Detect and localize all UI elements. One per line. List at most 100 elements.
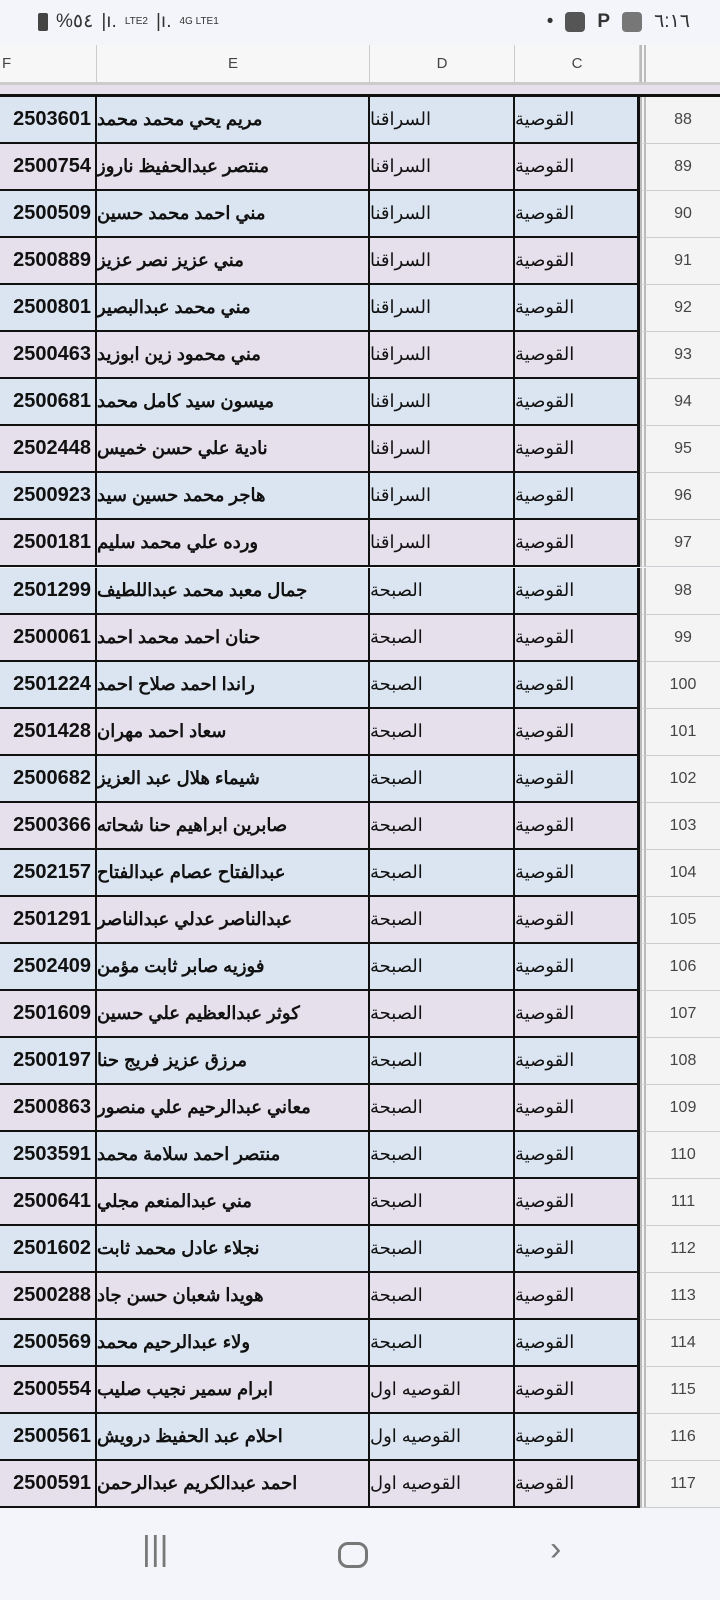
cell-name[interactable]: منتصر احمد سلامة محمد	[97, 1132, 370, 1180]
cell-village[interactable]: السراقنا	[370, 426, 515, 474]
cell-name[interactable]: كوثر عبدالعظيم علي حسين	[97, 990, 370, 1038]
row-number[interactable]: 95	[640, 426, 720, 474]
row-number[interactable]: 99	[640, 614, 720, 662]
cell-village[interactable]: الصبحة	[370, 1038, 515, 1085]
row-number[interactable]: 92	[640, 285, 720, 333]
cell-name[interactable]: هاجر محمد حسين سيد	[97, 473, 370, 521]
cell-center[interactable]: القوصية	[515, 567, 640, 615]
cell-center[interactable]: القوصية	[515, 614, 640, 662]
cell-name[interactable]: منتصر عبدالحفيظ ناروز	[97, 144, 370, 192]
cell-id[interactable]: 2500463	[0, 332, 97, 380]
cell-village[interactable]: الصبحة	[370, 614, 515, 662]
cell-center[interactable]: القوصية	[515, 520, 640, 568]
cell-village[interactable]: السراقنا	[370, 379, 515, 427]
cell-center[interactable]: القوصية	[515, 896, 640, 944]
cell-id[interactable]: 2500561	[0, 1414, 97, 1462]
cell-village[interactable]: السراقنا	[370, 97, 515, 144]
cell-name[interactable]: احمد عبدالكريم عبدالرحمن	[97, 1461, 370, 1509]
cell-center[interactable]: القوصية	[515, 849, 640, 897]
row-number[interactable]: 113	[640, 1273, 720, 1321]
cell-center[interactable]: القوصية	[515, 1273, 640, 1321]
cell-center[interactable]: القوصية	[515, 943, 640, 991]
column-header-d[interactable]: D	[370, 45, 515, 82]
cell-village[interactable]: الصبحة	[370, 1320, 515, 1368]
cell-village[interactable]: الصبحة	[370, 990, 515, 1038]
cell-village[interactable]: الصبحة	[370, 1085, 515, 1133]
cell-name[interactable]: عبدالفتاح عصام عبدالفتاح	[97, 849, 370, 897]
cell-center[interactable]: القوصية	[515, 708, 640, 756]
row-number[interactable]: 93	[640, 332, 720, 380]
cell-name[interactable]: فوزيه صابر ثابت مؤمن	[97, 943, 370, 991]
cell-center[interactable]: القوصية	[515, 426, 640, 474]
cell-center[interactable]: القوصية	[515, 802, 640, 850]
cell-id[interactable]: 2501609	[0, 990, 97, 1038]
cell-center[interactable]: القوصية	[515, 661, 640, 709]
cell-id[interactable]: 2500923	[0, 473, 97, 521]
recent-apps-button[interactable]: |||	[142, 1530, 169, 1568]
cell-id[interactable]: 2500288	[0, 1273, 97, 1321]
cell-id[interactable]: 2500889	[0, 238, 97, 286]
row-number[interactable]: 96	[640, 473, 720, 521]
cell-center[interactable]: القوصية	[515, 1320, 640, 1368]
row-number[interactable]: 109	[640, 1085, 720, 1133]
cell-center[interactable]: القوصية	[515, 1461, 640, 1509]
cell-center[interactable]: القوصية	[515, 1367, 640, 1415]
cell-village[interactable]: الصبحة	[370, 708, 515, 756]
cell-name[interactable]: مني عبدالمنعم مجلي	[97, 1179, 370, 1227]
cell-village[interactable]: الصبحة	[370, 1179, 515, 1227]
row-number[interactable]: 97	[640, 520, 720, 568]
row-number[interactable]: 115	[640, 1367, 720, 1415]
cell-id[interactable]: 2500554	[0, 1367, 97, 1415]
cell-center[interactable]: القوصية	[515, 1179, 640, 1227]
cell-village[interactable]: الصبحة	[370, 1132, 515, 1180]
cell-village[interactable]: السراقنا	[370, 144, 515, 192]
cell-name[interactable]: صابرين ابراهيم حنا شحاته	[97, 802, 370, 850]
row-number[interactable]: 103	[640, 802, 720, 850]
row-number[interactable]: 98	[640, 567, 720, 615]
cell-name[interactable]: ميسون سيد كامل محمد	[97, 379, 370, 427]
cell-name[interactable]: ولاء عبدالرحيم محمد	[97, 1320, 370, 1368]
cell-village[interactable]: الصبحة	[370, 802, 515, 850]
cell-center[interactable]: القوصية	[515, 1038, 640, 1085]
cell-name[interactable]: حنان احمد محمد احمد	[97, 614, 370, 662]
cell-village[interactable]: القوصيه اول	[370, 1414, 515, 1462]
cell-id[interactable]: 2500863	[0, 1085, 97, 1133]
row-number[interactable]: 104	[640, 849, 720, 897]
row-number[interactable]: 108	[640, 1038, 720, 1085]
cell-id[interactable]: 2503601	[0, 97, 97, 144]
home-button[interactable]	[338, 1542, 368, 1568]
cell-name[interactable]: مني احمد محمد حسين	[97, 191, 370, 239]
cell-id[interactable]: 2500681	[0, 379, 97, 427]
cell-id[interactable]: 2500682	[0, 755, 97, 803]
cell-id[interactable]: 2503591	[0, 1132, 97, 1180]
column-header-c[interactable]: C	[515, 45, 640, 82]
cell-village[interactable]: الصبحة	[370, 849, 515, 897]
cell-village[interactable]: الصبحة	[370, 896, 515, 944]
cell-center[interactable]: القوصية	[515, 990, 640, 1038]
cell-name[interactable]: نادية علي حسن خميس	[97, 426, 370, 474]
cell-id[interactable]: 2502157	[0, 849, 97, 897]
column-header-f[interactable]: F	[0, 45, 97, 82]
cell-name[interactable]: هويدا شعبان حسن جاد	[97, 1273, 370, 1321]
cell-name[interactable]: مرزق عزيز فريج حنا	[97, 1038, 370, 1085]
cell-id[interactable]: 2500641	[0, 1179, 97, 1227]
cell-name[interactable]: ابرام سمير نجيب صليب	[97, 1367, 370, 1415]
row-number[interactable]: 89	[640, 144, 720, 192]
cell-village[interactable]: القوصيه اول	[370, 1367, 515, 1415]
cell-id[interactable]: 2500591	[0, 1461, 97, 1509]
row-number[interactable]: 94	[640, 379, 720, 427]
cell-center[interactable]: القوصية	[515, 332, 640, 380]
cell-name[interactable]: جمال معبد محمد عبداللطيف	[97, 567, 370, 615]
cell-name[interactable]: شيماء هلال عبد العزيز	[97, 755, 370, 803]
cell-village[interactable]: الصبحة	[370, 661, 515, 709]
cell-village[interactable]: السراقنا	[370, 285, 515, 333]
cell-village[interactable]: السراقنا	[370, 332, 515, 380]
cell-center[interactable]: القوصية	[515, 144, 640, 192]
cell-name[interactable]: سعاد احمد مهران	[97, 708, 370, 756]
cell-id[interactable]: 2500509	[0, 191, 97, 239]
cell-center[interactable]: القوصية	[515, 97, 640, 144]
cell-id[interactable]: 2502409	[0, 943, 97, 991]
row-number[interactable]: 111	[640, 1179, 720, 1227]
cell-name[interactable]: احلام عبد الحفيظ درويش	[97, 1414, 370, 1462]
cell-id[interactable]: 2501291	[0, 896, 97, 944]
